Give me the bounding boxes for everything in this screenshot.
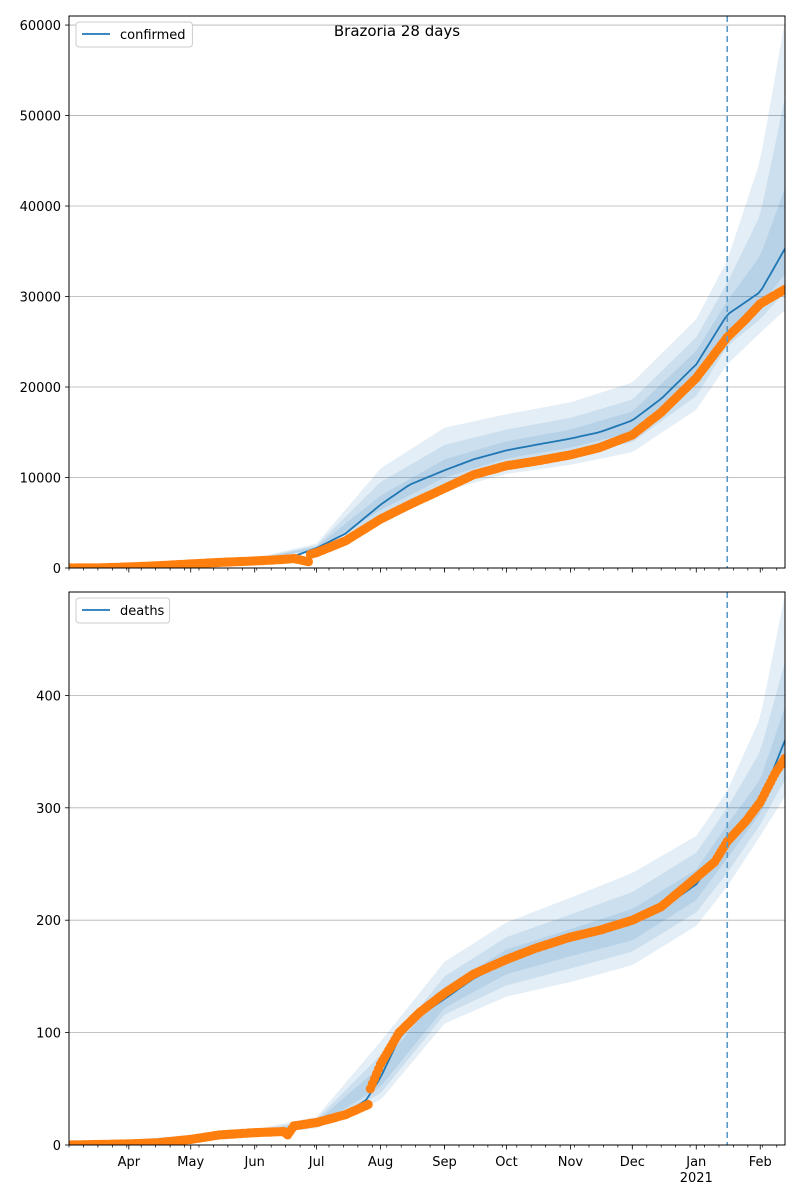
model-line-deaths	[69, 740, 785, 1145]
x-tick-label: Jan	[685, 1155, 706, 1170]
confidence-band-2	[69, 661, 785, 1145]
y-tick-label: 10000	[20, 472, 61, 487]
chart-title: Brazoria 28 days	[334, 22, 460, 40]
legend-box	[75, 21, 193, 48]
y-tick-label: 100	[36, 1027, 61, 1042]
x-tick-label: Jun	[244, 1155, 265, 1170]
y-tick-label: 0	[53, 1139, 61, 1154]
y-tick-label: 200	[36, 914, 61, 929]
y-tick-label: 400	[36, 689, 61, 704]
chart-panel-deaths: 0 100 200 300 400 Apr May Jun Jul Aug Sep Oct Nov Dec…	[36, 591, 786, 1186]
y-tick-label: 20000	[20, 381, 61, 396]
confidence-band-3	[69, 187, 785, 568]
x-tick-label: Nov	[558, 1155, 584, 1170]
observed-point	[363, 1099, 373, 1110]
x-tick-label: Apr	[118, 1155, 141, 1170]
axes-frame	[68, 15, 786, 569]
y-tick-label: 0	[53, 562, 61, 577]
observed-point	[303, 557, 313, 567]
y-tick-label: 50000	[20, 110, 61, 125]
confidence-band-1	[69, 20, 785, 568]
legend: deaths	[75, 597, 171, 624]
x-tick-label: Sep	[432, 1155, 457, 1170]
observed-point	[780, 284, 785, 294]
x-tick-label: Dec	[620, 1155, 645, 1170]
x-year-label: 2021	[680, 1171, 713, 1186]
confidence-band-2	[69, 97, 785, 568]
plot-area	[69, 594, 785, 1145]
plot-area	[69, 20, 785, 568]
legend-box	[75, 597, 171, 624]
x-tick-label: Oct	[495, 1155, 517, 1170]
observed-point	[780, 753, 785, 763]
x-tick-label: Feb	[749, 1155, 772, 1170]
legend-label: confirmed	[120, 28, 186, 43]
y-tick-label: 40000	[20, 200, 61, 215]
confidence-band-1	[69, 594, 785, 1145]
x-tick-label: May	[177, 1155, 204, 1170]
y-tick-label: 300	[36, 802, 61, 817]
axes-frame	[68, 591, 786, 1146]
y-tick-label: 60000	[20, 19, 61, 34]
legend-label: deaths	[120, 604, 165, 619]
y-tick-label: 30000	[20, 291, 61, 306]
x-tick-label: Jul	[308, 1155, 325, 1170]
chart-panel-confirmed: 0 10000 20000 30000 40000 50000 60000 confirmed	[20, 15, 786, 577]
x-tick-label: Aug	[368, 1155, 393, 1170]
confidence-band-3	[69, 706, 785, 1145]
legend: confirmed	[75, 21, 193, 48]
